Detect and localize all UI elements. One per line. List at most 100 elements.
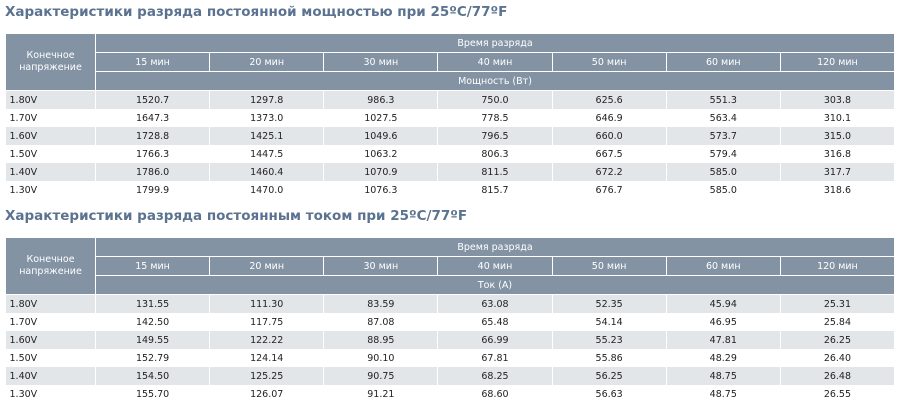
header-row: Мощность (Вт) bbox=[6, 71, 895, 91]
section-title: Характеристики разряда постоянным током … bbox=[5, 208, 468, 224]
value-cell: 1786.0 bbox=[95, 163, 211, 181]
voltage-cell: 1.70V bbox=[5, 313, 96, 331]
voltage-cell: 1.30V bbox=[5, 385, 96, 403]
data-row: 1.80V 1520.7 1297.8 986.3 750.0 625.6 551.3 303… bbox=[5, 90, 896, 109]
data-row: 1.60V 1728.8 1425.1 1049.6 796.5 660.0 573.7 31… bbox=[5, 127, 896, 145]
value-cell: 1647.3 bbox=[95, 109, 211, 127]
value-cell: 316.8 bbox=[780, 145, 896, 163]
value-cell: 55.86 bbox=[552, 349, 667, 367]
value-cell: 56.25 bbox=[552, 367, 667, 385]
value-cell: 1373.0 bbox=[209, 109, 325, 127]
value-cell: 152.79 bbox=[95, 349, 211, 367]
value-cell: 131.55 bbox=[95, 294, 211, 313]
value-cell: 806.3 bbox=[437, 145, 553, 163]
value-cell: 48.75 bbox=[666, 385, 781, 403]
value-cell: 1297.8 bbox=[209, 90, 325, 109]
value-cell: 47.81 bbox=[666, 331, 781, 349]
column-header: 40 мин bbox=[437, 256, 553, 276]
value-cell: 48.75 bbox=[666, 367, 781, 385]
data-row: 1.30V 1799.9 1470.0 1076.3 815.7 676.7 585.0 31… bbox=[5, 181, 896, 199]
value-cell: 125.25 bbox=[209, 367, 325, 385]
value-cell: 1070.9 bbox=[323, 163, 439, 181]
data-row: 1.50V 1766.3 1447.5 1063.2 806.3 667.5 579.4 31… bbox=[5, 145, 896, 163]
value-cell: 778.5 bbox=[437, 109, 553, 127]
value-cell: 26.25 bbox=[780, 331, 896, 349]
value-cell: 579.4 bbox=[666, 145, 781, 163]
group-header: Время разряда bbox=[95, 237, 895, 257]
value-cell: 122.22 bbox=[209, 331, 325, 349]
row-header: Конечное напряжение bbox=[5, 33, 96, 91]
value-cell: 155.70 bbox=[95, 385, 211, 403]
value-cell: 811.5 bbox=[437, 163, 553, 181]
value-cell: 1027.5 bbox=[323, 109, 439, 127]
value-cell: 750.0 bbox=[437, 90, 553, 109]
value-cell: 91.21 bbox=[323, 385, 439, 403]
value-cell: 87.08 bbox=[323, 313, 439, 331]
value-cell: 68.60 bbox=[437, 385, 553, 403]
voltage-cell: 1.50V bbox=[5, 145, 96, 163]
column-header: 30 мин bbox=[323, 52, 439, 72]
column-header: 120 мин bbox=[779, 52, 896, 72]
value-cell: 1049.6 bbox=[323, 127, 439, 145]
header-row: Конечное напряжение Время разряда bbox=[5, 237, 895, 295]
value-cell: 1425.1 bbox=[209, 127, 325, 145]
value-cell: 149.55 bbox=[95, 331, 211, 349]
header-row: 15 мин 20 мин 30 мин 40 мин 50 мин 60 мин 120 … bbox=[6, 256, 896, 276]
value-cell: 154.50 bbox=[95, 367, 211, 385]
table-section: Характеристики разряда постоянным током … bbox=[5, 204, 896, 403]
voltage-cell: 1.40V bbox=[5, 367, 96, 385]
value-cell: 26.48 bbox=[780, 367, 896, 385]
unit-header: Ток (A) bbox=[95, 275, 895, 295]
value-cell: 796.5 bbox=[437, 127, 553, 145]
column-header: 120 мин bbox=[779, 256, 896, 276]
column-header: 15 мин bbox=[94, 256, 211, 276]
data-row: 1.50V 152.79 124.14 90.10 67.81 55.86 48.29 26.… bbox=[5, 349, 896, 367]
value-cell: 815.7 bbox=[437, 181, 553, 199]
value-cell: 126.07 bbox=[209, 385, 325, 403]
header-row: 15 мин 20 мин 30 мин 40 мин 50 мин 60 мин 120 … bbox=[6, 52, 896, 72]
value-cell: 68.25 bbox=[437, 367, 553, 385]
column-header: 60 мин bbox=[665, 256, 781, 276]
value-cell: 111.30 bbox=[209, 294, 325, 313]
column-header: 20 мин bbox=[209, 52, 325, 72]
voltage-cell: 1.80V bbox=[5, 90, 96, 109]
value-cell: 310.1 bbox=[780, 109, 896, 127]
data-row: 1.60V 149.55 122.22 88.95 66.99 55.23 47.81 26.… bbox=[5, 331, 896, 349]
value-cell: 1076.3 bbox=[323, 181, 439, 199]
value-cell: 63.08 bbox=[437, 294, 553, 313]
value-cell: 55.23 bbox=[552, 331, 667, 349]
data-row: 1.40V 154.50 125.25 90.75 68.25 56.25 48.75 26.… bbox=[5, 367, 896, 385]
column-header: 30 мин bbox=[323, 256, 439, 276]
data-table: Конечное напряжение Время разряда 15 мин 20… bbox=[5, 237, 896, 403]
data-row: 1.70V 1647.3 1373.0 1027.5 778.5 646.9 563.4 31… bbox=[5, 109, 896, 127]
section-title: Характеристики разряда постоянной мощнос… bbox=[5, 4, 508, 20]
value-cell: 660.0 bbox=[552, 127, 667, 145]
value-cell: 52.35 bbox=[552, 294, 667, 313]
value-cell: 551.3 bbox=[666, 90, 781, 109]
voltage-cell: 1.60V bbox=[5, 331, 96, 349]
voltage-cell: 1.40V bbox=[5, 163, 96, 181]
value-cell: 142.50 bbox=[95, 313, 211, 331]
header-row: Конечное напряжение Время разряда bbox=[5, 33, 895, 91]
value-cell: 90.10 bbox=[323, 349, 439, 367]
value-cell: 676.7 bbox=[552, 181, 667, 199]
value-cell: 117.75 bbox=[209, 313, 325, 331]
value-cell: 986.3 bbox=[323, 90, 439, 109]
value-cell: 90.75 bbox=[323, 367, 439, 385]
value-cell: 46.95 bbox=[666, 313, 781, 331]
value-cell: 315.0 bbox=[780, 127, 896, 145]
value-cell: 67.81 bbox=[437, 349, 553, 367]
value-cell: 56.63 bbox=[552, 385, 667, 403]
value-cell: 1799.9 bbox=[95, 181, 211, 199]
data-row: 1.70V 142.50 117.75 87.08 65.48 54.14 46.95 25.… bbox=[5, 313, 896, 331]
value-cell: 66.99 bbox=[437, 331, 553, 349]
unit-header: Мощность (Вт) bbox=[95, 71, 895, 91]
value-cell: 1520.7 bbox=[95, 90, 211, 109]
value-cell: 26.40 bbox=[780, 349, 896, 367]
value-cell: 25.84 bbox=[780, 313, 896, 331]
data-row: 1.30V 155.70 126.07 91.21 68.60 56.63 48.75 26.… bbox=[5, 385, 896, 403]
header-row: Ток (A) bbox=[6, 275, 895, 295]
value-cell: 318.6 bbox=[780, 181, 896, 199]
group-header: Время разряда bbox=[95, 33, 895, 53]
